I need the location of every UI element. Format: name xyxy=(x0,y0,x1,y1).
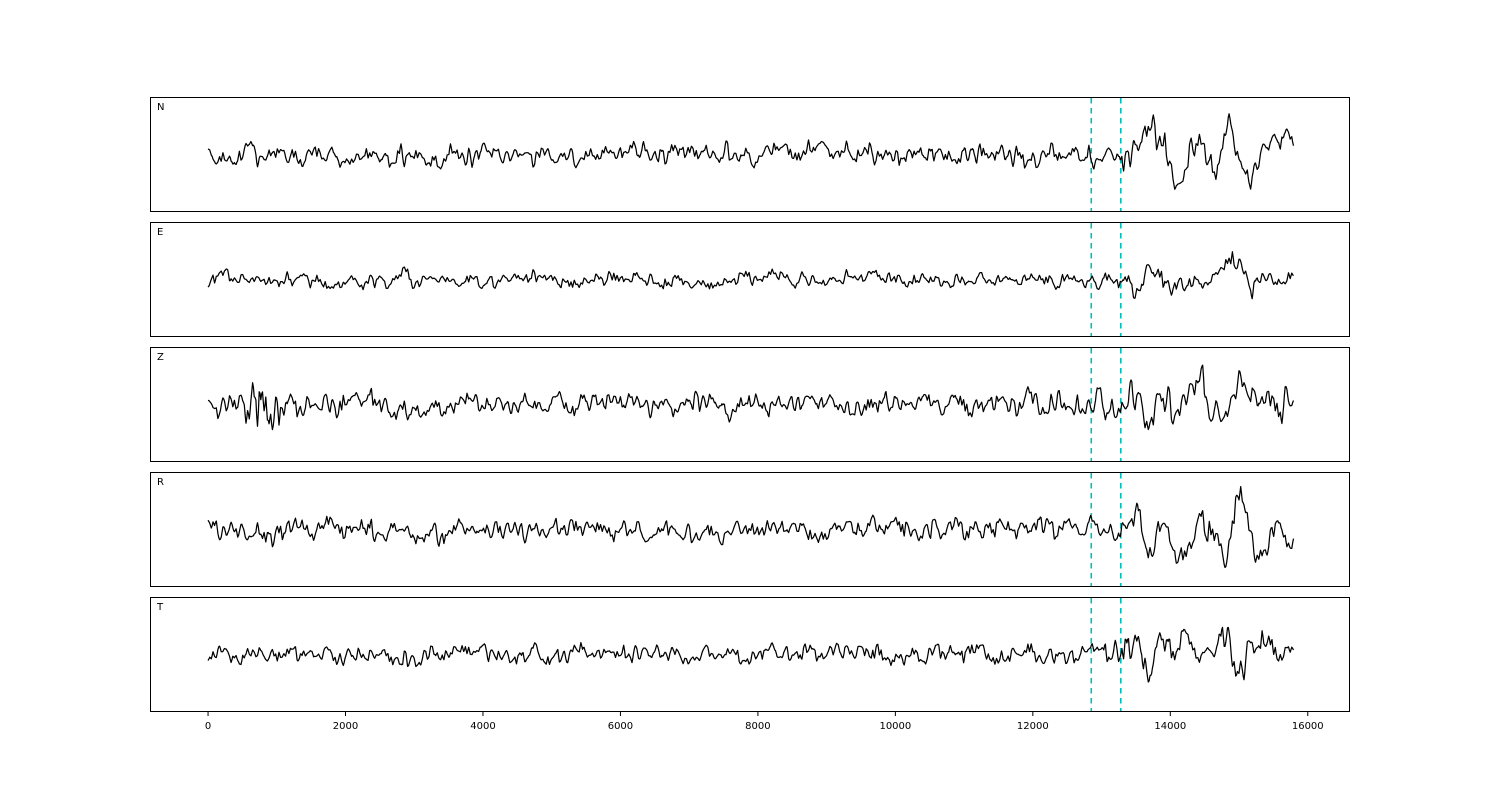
waveform-plot-E xyxy=(207,223,1294,336)
x-tick-label: 2000 xyxy=(333,721,358,732)
panel-Z: Z xyxy=(150,347,1350,462)
waveform-trace-T xyxy=(207,626,1295,683)
waveform-trace-E xyxy=(207,251,1294,300)
waveform-trace-Z xyxy=(207,364,1295,431)
panel-R: R xyxy=(150,472,1350,587)
waveform-plot-T xyxy=(207,598,1295,711)
x-tick-label: 8000 xyxy=(745,721,770,732)
x-tick-label: 12000 xyxy=(1017,721,1049,732)
x-tick-label: 4000 xyxy=(470,721,495,732)
waveform-plot-Z xyxy=(207,348,1295,461)
channel-label: R xyxy=(157,477,164,488)
channel-label: Z xyxy=(157,352,164,363)
channel-label: E xyxy=(157,227,164,238)
x-tick-label: 6000 xyxy=(608,721,633,732)
channel-label: T xyxy=(157,602,164,613)
seismogram-panels: N E Z R T xyxy=(150,97,1350,712)
seismogram-figure: N E Z R T 0 2000 4000 6000 8000 10000 12000 14000 16… xyxy=(150,97,1350,746)
x-tick-label: 16000 xyxy=(1292,721,1324,732)
x-tick-label: 10000 xyxy=(879,721,911,732)
waveform-trace-N xyxy=(207,113,1295,190)
panel-T: T xyxy=(150,597,1350,712)
waveform-plot-R xyxy=(207,473,1295,586)
x-axis: 0 2000 4000 6000 8000 10000 12000 14000 16000 xyxy=(205,712,1324,732)
channel-label: N xyxy=(157,102,165,113)
panel-N: N xyxy=(150,97,1350,212)
x-tick-label: 0 xyxy=(205,721,211,732)
x-tick-label: 14000 xyxy=(1154,721,1186,732)
panel-E: E xyxy=(150,222,1350,337)
waveform-plot-N xyxy=(207,98,1295,211)
waveform-trace-R xyxy=(207,485,1295,569)
